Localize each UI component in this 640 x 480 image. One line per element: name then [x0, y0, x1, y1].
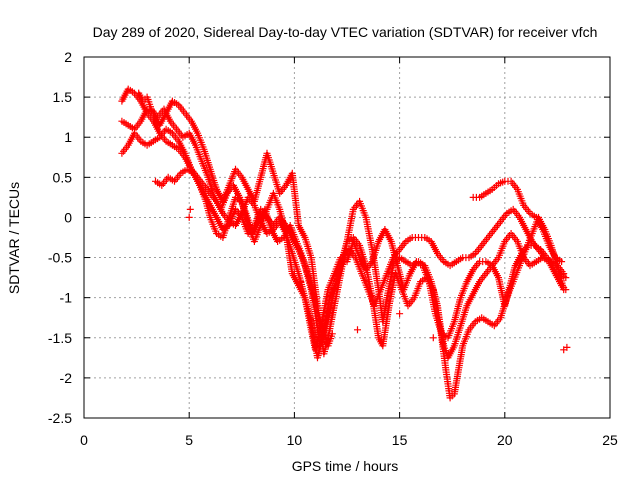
axis-ticks: 0 5 10 15 20 25 2 1.5 1 0.5 0 -0.5 -1 -1.5 -2 -2.5 — [48, 49, 618, 448]
y-tick-label: 0.5 — [53, 169, 73, 185]
x-tick-label: 20 — [497, 432, 513, 448]
y-tick-label: 2 — [64, 49, 72, 65]
data-series-7 — [185, 205, 571, 354]
chart-title: Day 289 of 2020, Sidereal Day-to-day VTE… — [93, 24, 598, 40]
y-tick-label: 0 — [64, 209, 72, 225]
y-tick-label: -0.5 — [48, 250, 72, 266]
data-series-6 — [469, 177, 566, 266]
data-points — [118, 85, 571, 402]
y-tick-label: -1 — [60, 290, 73, 306]
y-tick-label: -1.5 — [48, 330, 72, 346]
y-tick-label: -2 — [60, 370, 73, 386]
plot-frame — [83, 56, 611, 419]
y-tick-label: 1 — [64, 129, 72, 145]
y-tick-label: -2.5 — [48, 410, 72, 426]
x-tick-label: 5 — [185, 432, 193, 448]
data-series-5 — [135, 89, 336, 350]
x-tick-label: 10 — [287, 432, 303, 448]
y-axis-label: SDTVAR / TECUs — [6, 182, 22, 294]
x-tick-label: 25 — [602, 432, 618, 448]
x-tick-label: 15 — [392, 432, 408, 448]
x-axis-label: GPS time / hours — [292, 458, 399, 474]
x-tick-label: 0 — [80, 432, 88, 448]
y-tick-label: 1.5 — [53, 89, 73, 105]
